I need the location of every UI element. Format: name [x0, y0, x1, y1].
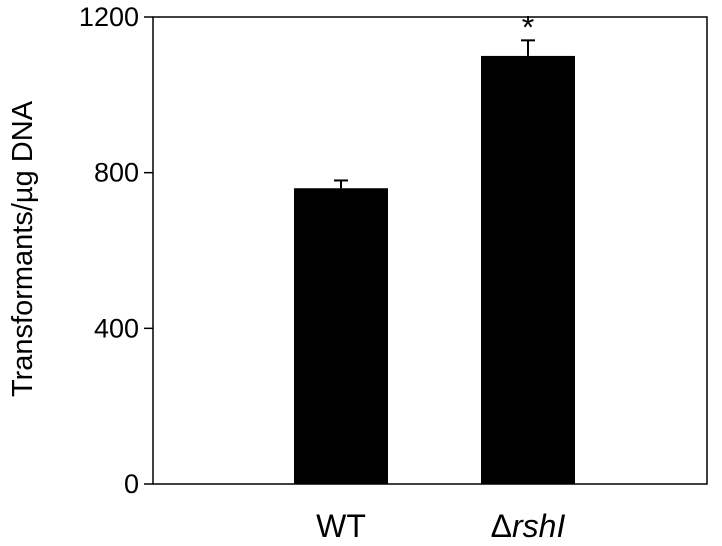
error-bars	[334, 39, 535, 189]
x-tick-label-2: ΔrshI	[491, 508, 566, 544]
x-axis: WT ΔrshI	[316, 508, 565, 544]
significance-marker: *	[522, 9, 534, 45]
y-axis-label: Transformants/µg DNA	[7, 100, 39, 397]
x-tick-label-1: WT	[316, 508, 366, 544]
y-tick-label: 0	[124, 469, 139, 499]
y-tick-label: 800	[94, 158, 139, 188]
bars	[294, 55, 575, 485]
bar-2	[481, 55, 575, 485]
annotations: *	[522, 9, 534, 45]
y-tick-label: 400	[94, 313, 139, 343]
bar-1	[294, 188, 388, 484]
plot-frame	[152, 16, 708, 485]
plot-area	[152, 16, 708, 485]
y-axis: 0 400 800 1200	[79, 2, 153, 499]
y-tick-label: 1200	[79, 2, 139, 32]
